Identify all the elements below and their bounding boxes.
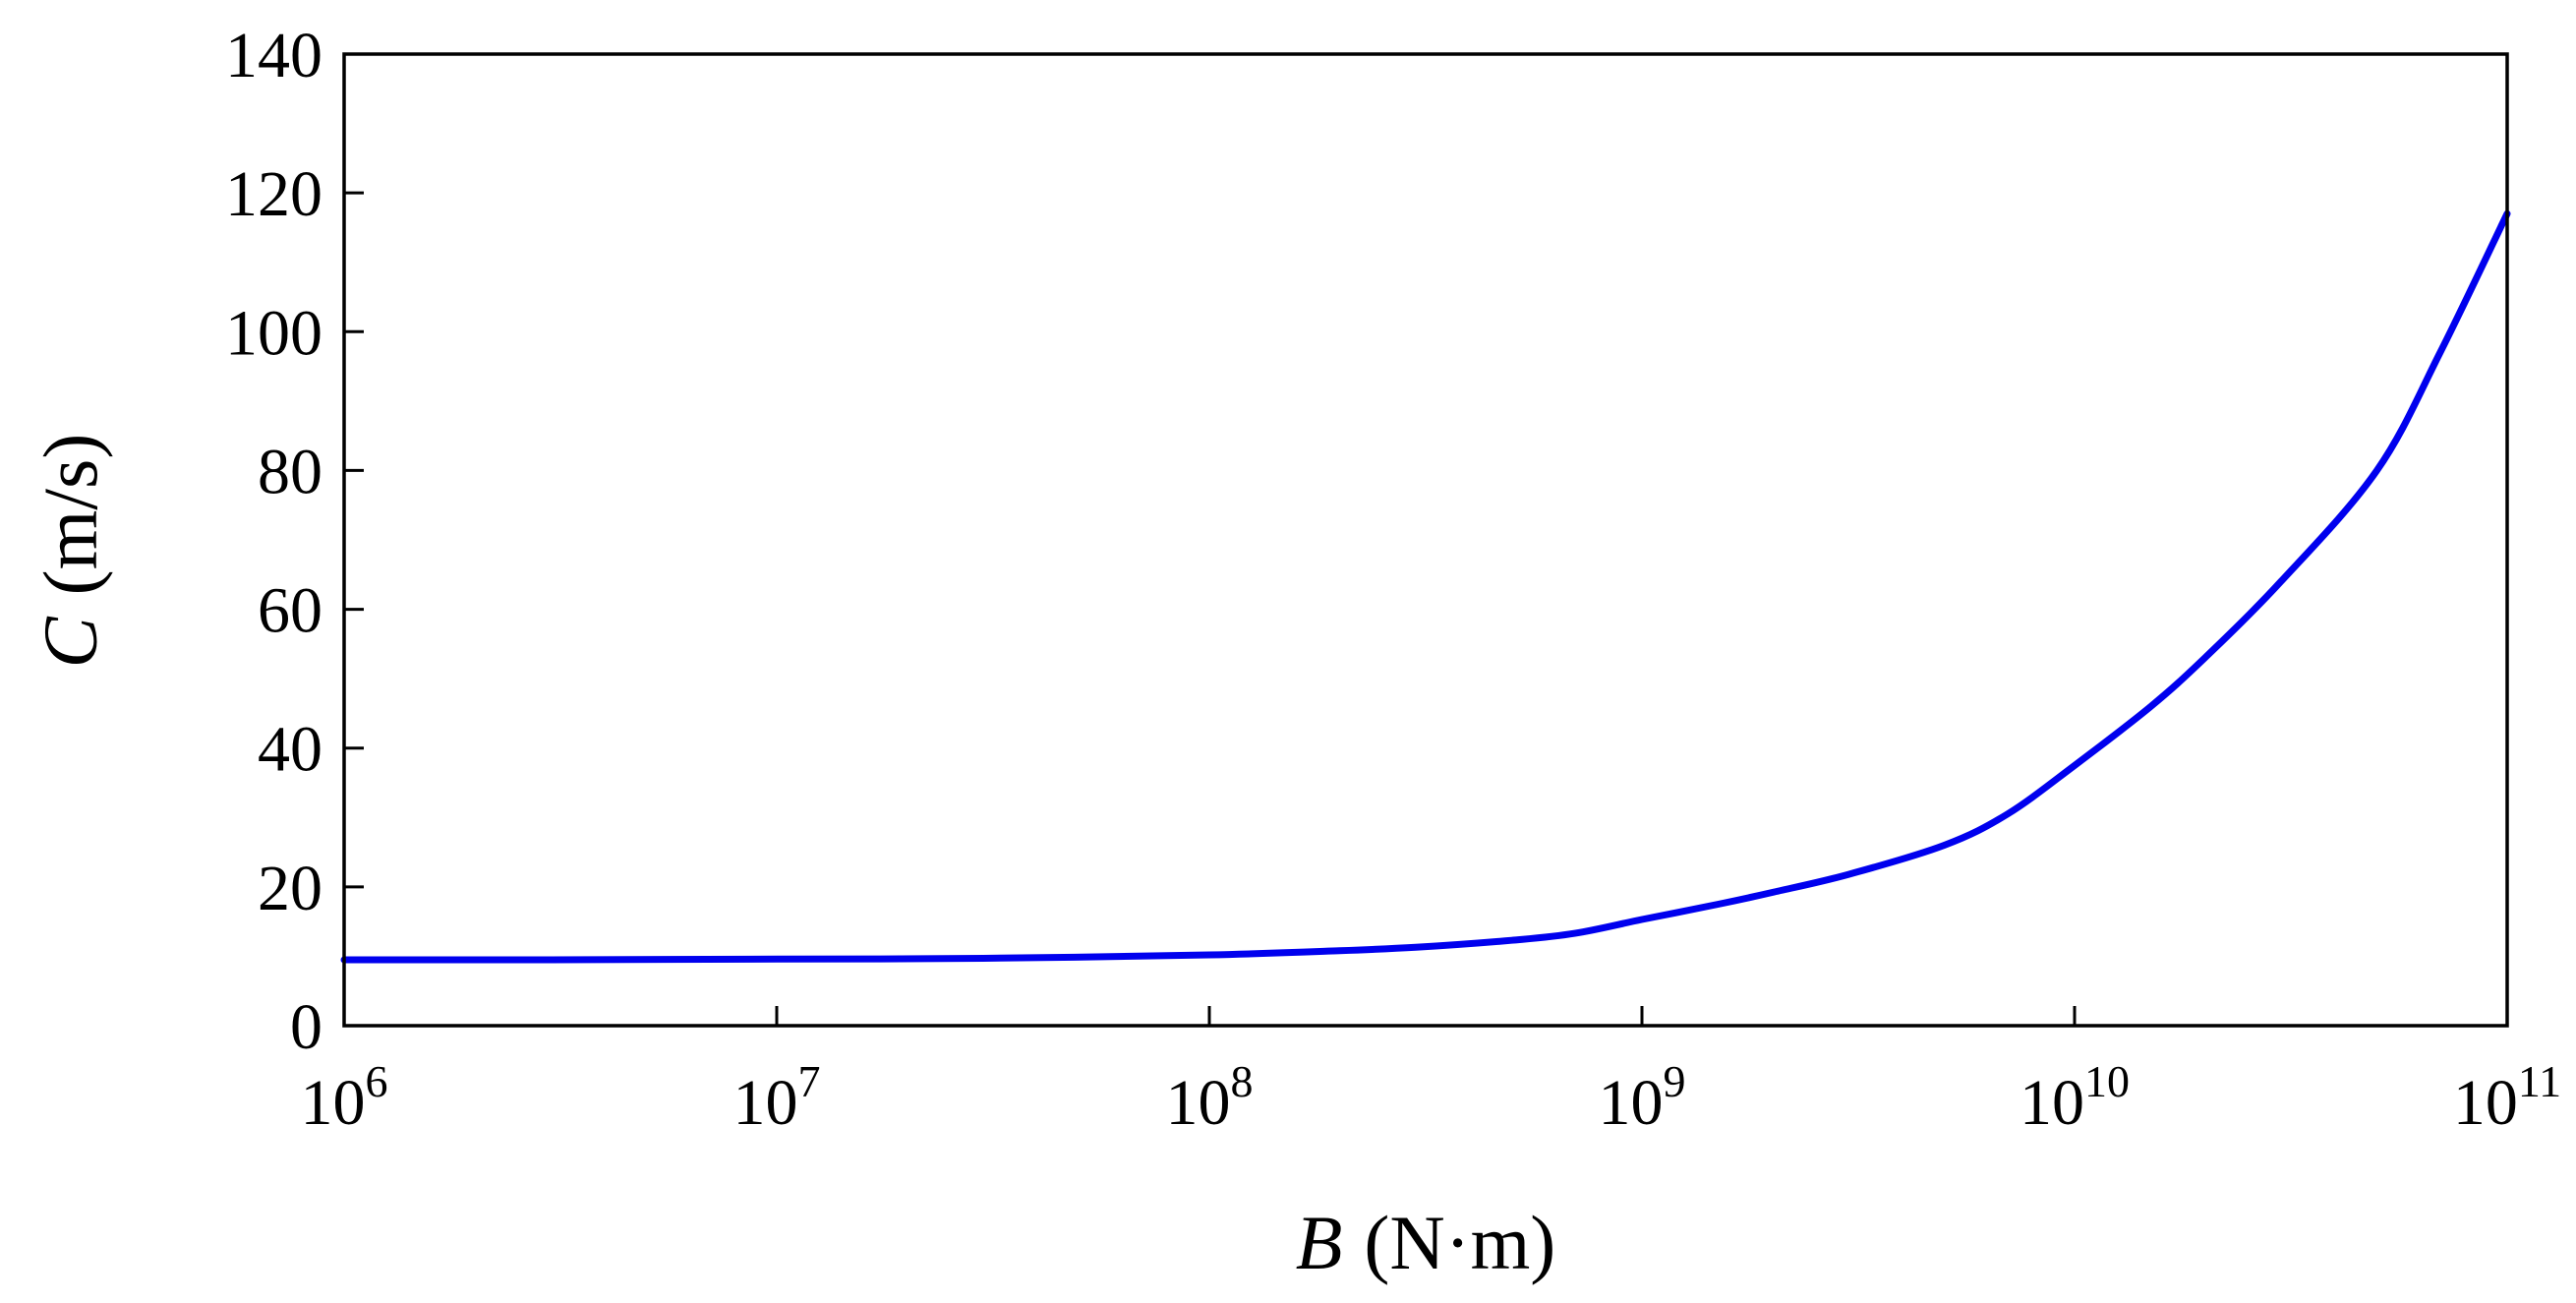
series-line-0 <box>340 209 2511 964</box>
y-tick-label: 60 <box>258 575 322 647</box>
y-axis-label: C (m/s) <box>28 434 113 669</box>
y-axis-unit: (m/s) <box>28 434 113 596</box>
y-tick-label: 120 <box>225 158 322 230</box>
x-tick-label: 1010 <box>2020 1056 2130 1139</box>
x-tick-label: 109 <box>1599 1056 1686 1139</box>
y-tick-label: 140 <box>225 20 322 91</box>
x-tick-label: 1011 <box>2453 1056 2561 1139</box>
y-tick-label: 80 <box>258 436 322 507</box>
x-axis-unit: (N·m) <box>1364 1200 1555 1285</box>
x-tick-label: 107 <box>733 1056 821 1139</box>
y-axis-symbol: C <box>28 616 113 668</box>
y-tick-label: 100 <box>225 297 322 369</box>
x-tick-label: 108 <box>1166 1056 1254 1139</box>
x-axis-symbol: B <box>1296 1200 1343 1285</box>
y-tick-label: 20 <box>258 853 322 924</box>
x-axis-label: B (N·m) <box>1296 1200 1556 1285</box>
y-tick-label: 40 <box>258 714 322 786</box>
plot-frame <box>342 52 2509 1028</box>
x-tick-label: 106 <box>301 1056 388 1139</box>
y-tick-label: 0 <box>290 991 322 1063</box>
